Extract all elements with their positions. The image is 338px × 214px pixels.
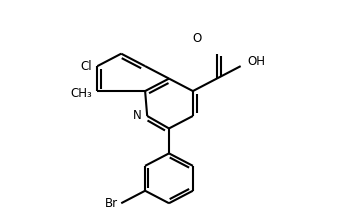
Text: Br: Br <box>105 197 118 210</box>
Text: N: N <box>133 110 142 122</box>
Text: O: O <box>192 32 201 45</box>
Text: Cl: Cl <box>80 60 92 73</box>
Text: OH: OH <box>247 55 265 68</box>
Text: CH₃: CH₃ <box>70 87 92 100</box>
